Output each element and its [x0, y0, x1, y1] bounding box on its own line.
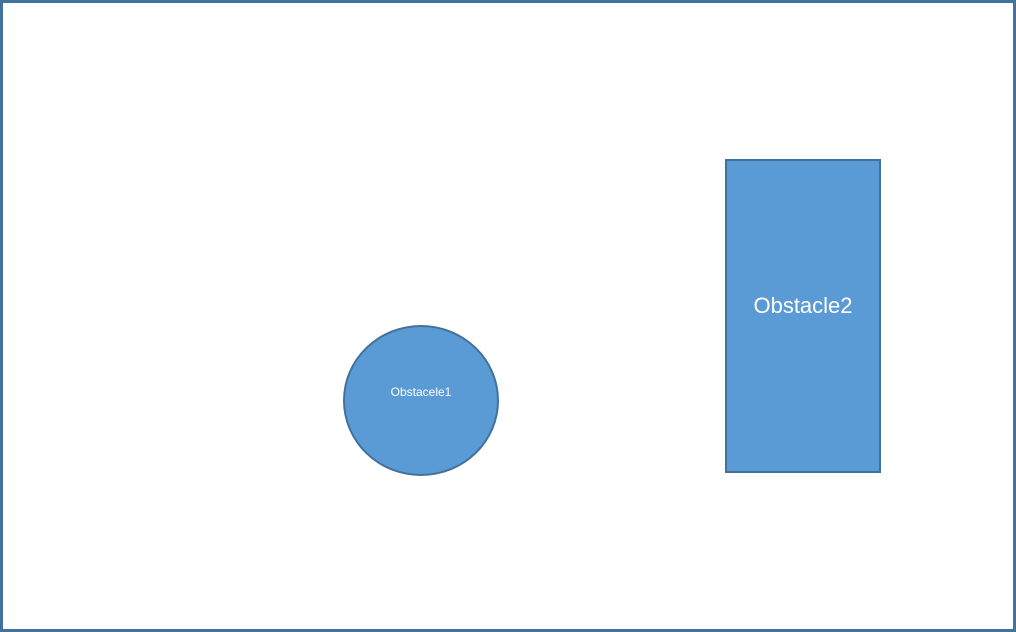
obstacle1-label: Obstacele1: [390, 384, 452, 399]
obstacle2-rectangle: Obstacle2: [725, 159, 881, 473]
obstacle1-circle: Obstacele1: [343, 325, 499, 476]
obstacle2-label: Obstacle2: [753, 293, 853, 318]
